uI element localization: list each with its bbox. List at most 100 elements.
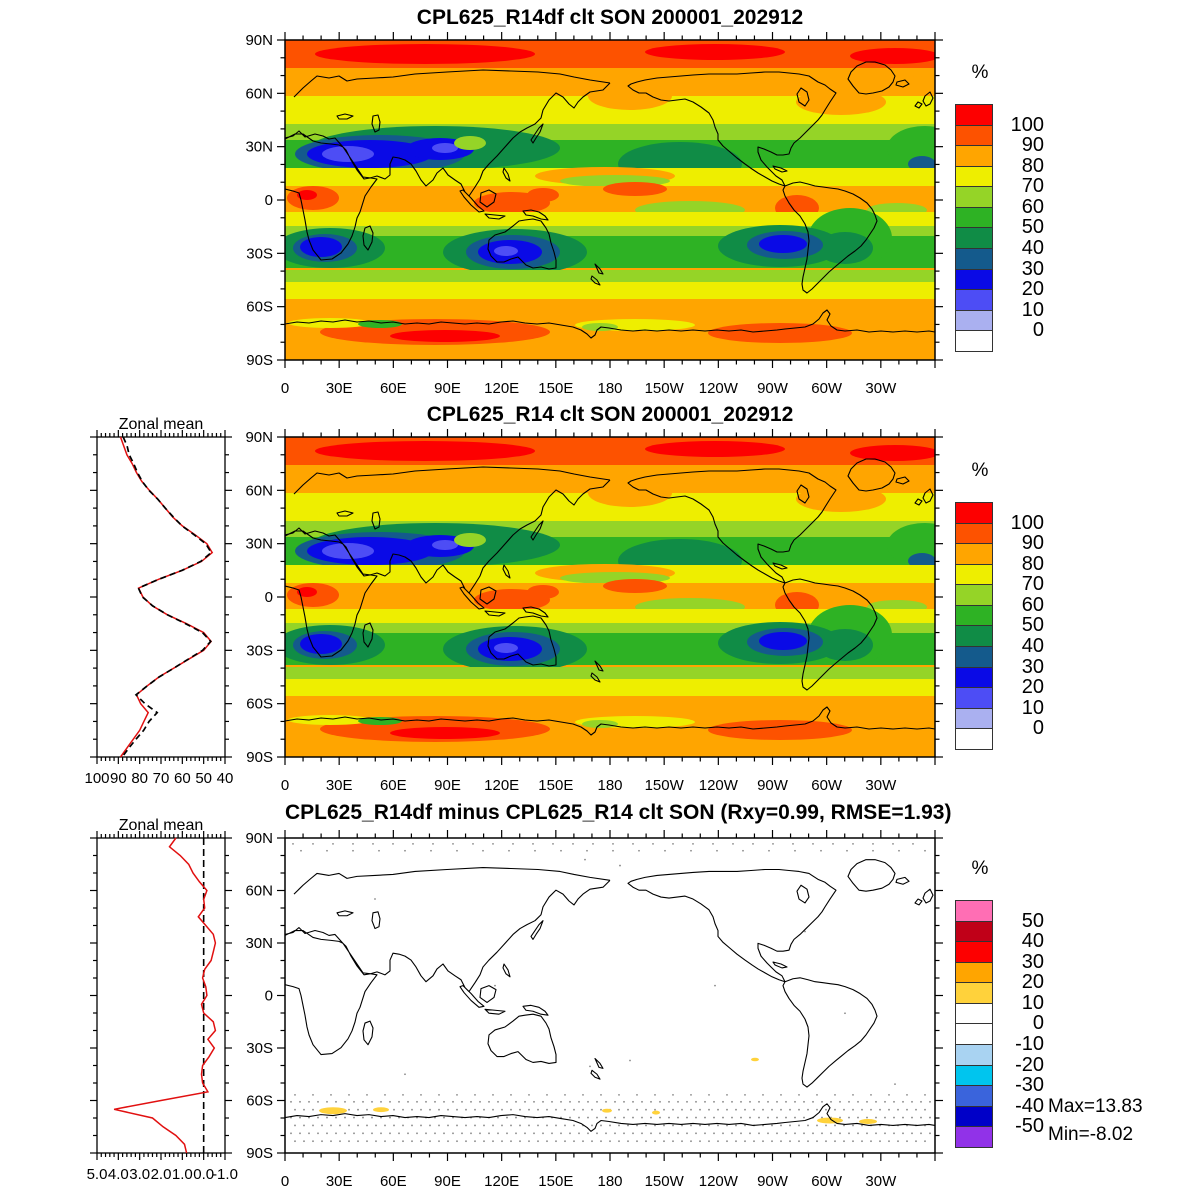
colorbar-box — [955, 1023, 993, 1046]
colorbar-tick-label: 60 — [1021, 195, 1044, 218]
colorbar-tick-label: 40 — [1021, 635, 1044, 658]
colorbar-tick-label: 30 — [1021, 257, 1044, 280]
zonal-x-tick-label: 50 — [195, 770, 212, 787]
colorbar-unit-label: % — [971, 62, 989, 83]
zonal-axes: Zonal mean 100 90 80 70 60 50 40 — [84, 416, 233, 787]
lat-tick-label: 60S — [246, 299, 273, 316]
lon-tick-label: 60E — [380, 777, 407, 794]
colorbar-box — [955, 604, 993, 627]
lat-tick-label: 30S — [246, 1040, 273, 1057]
zonal-x-tick-label: 80 — [131, 770, 148, 787]
colorbar-tick-label: 50 — [1021, 909, 1044, 932]
colorbar-tick-label: 80 — [1021, 154, 1044, 177]
colorbar-box — [955, 1044, 993, 1066]
colorbar-box — [955, 330, 993, 352]
colorbar-tick-label: 20 — [1021, 971, 1044, 994]
lat-tick-label: 90N — [245, 429, 273, 446]
colorbar-tick-label: 90 — [1021, 134, 1044, 157]
lon-tick-label: 60W — [811, 777, 843, 794]
colorbar-box — [955, 900, 993, 922]
zonal-mean-title: Zonal mean — [119, 416, 204, 433]
colorbar-box — [955, 227, 993, 250]
zonal-mean-plot-panel2: Zonal mean 100 90 80 70 60 50 40 — [84, 416, 233, 787]
colorbar-box — [955, 584, 993, 606]
lon-tick-label: 120E — [484, 777, 519, 794]
lon-tick-label: 90E — [434, 777, 461, 794]
panel1-title: CPL625_R14df clt SON 200001_202912 — [416, 6, 804, 29]
zonal-x-tick-label: 3.0 — [129, 1166, 150, 1183]
panel3-title: CPL625_R14df minus CPL625_R14 clt SON (R… — [285, 801, 952, 824]
lon-tick-label: 180 — [597, 777, 622, 794]
lat-tick-label: 90N — [245, 830, 273, 847]
zonal-axes: Zonal mean 5.0 4.0 3.0 2.0 1.0 0.0-1.0 — [87, 817, 238, 1183]
lon-tick-label: 120W — [699, 1173, 739, 1190]
colorbar-tick-label: 60 — [1021, 593, 1044, 616]
zonal-curve-cpl625-r14df — [119, 436, 214, 758]
colorbar-box — [955, 1105, 993, 1128]
zonal-x-tick-label: 60 — [174, 770, 191, 787]
coastlines — [285, 859, 935, 1132]
lon-tick-label: 150E — [538, 777, 573, 794]
lon-tick-label: 60E — [380, 380, 407, 397]
colorbar-tick-label: 70 — [1021, 573, 1044, 596]
colorbar-tick-label: 40 — [1021, 930, 1044, 953]
zonal-x-tick-label: 4.0 — [108, 1166, 129, 1183]
colorbar-box — [955, 104, 993, 126]
colorbar-tick-label: 40 — [1021, 237, 1044, 260]
lon-tick-label: 90E — [434, 1173, 461, 1190]
lat-tick-label: 0 — [265, 192, 273, 209]
zonal-x-tick-label: 2.0 — [151, 1166, 172, 1183]
lon-tick-label: 30E — [326, 380, 353, 397]
colorbar-tick-label: 50 — [1021, 216, 1044, 239]
colorbar-tick-label: 0 — [1032, 717, 1044, 740]
zonal-curve-cpl625-r14df-minus-cpl625-r14 — [113, 837, 217, 1154]
colorbar-box — [955, 687, 993, 709]
coastlines — [285, 458, 935, 736]
colorbar-box — [955, 186, 993, 208]
lat-tick-label: 30N — [245, 935, 273, 952]
map2-axes: 0 30E 60E 90E 120E 150E 180 150W 120W 90W 60W 30W 90… — [245, 429, 943, 794]
zonal-curve-cpl625-r14 — [121, 436, 213, 758]
colorbar-box — [955, 728, 993, 750]
colorbar-tick-label: -20 — [1015, 1053, 1044, 1076]
clt-contour-field-1 — [285, 40, 935, 360]
colorbar-box — [955, 646, 993, 668]
lat-tick-label: 60S — [246, 1093, 273, 1110]
colorbar-tick-label: 0 — [1032, 319, 1044, 342]
colorbar-box — [955, 941, 993, 963]
stat-max: Max=13.83 — [1048, 1096, 1143, 1117]
lon-tick-label: 150W — [645, 380, 685, 397]
colorbar-box — [955, 1064, 993, 1087]
colorbar-unit-label: % — [971, 460, 989, 481]
clt-difference-field — [285, 838, 935, 1153]
colorbar-box — [955, 289, 993, 311]
colorbar-box — [955, 145, 993, 167]
lon-tick-label: 0 — [281, 1173, 289, 1190]
panel2-title: CPL625_R14 clt SON 200001_202912 — [426, 403, 794, 426]
lat-tick-label: 30S — [246, 642, 273, 659]
zonal-x-tick-label: 40 — [217, 770, 234, 787]
zonal-x-tick-label: -1.0 — [212, 1166, 238, 1183]
lat-tick-label: 90S — [246, 749, 273, 766]
zonal-x-tick-label: 0.0 — [193, 1166, 214, 1183]
lon-tick-label: 60W — [811, 380, 843, 397]
lon-tick-label: 90W — [757, 1173, 789, 1190]
zonal-mean-plot-panel3: Zonal mean 5.0 4.0 3.0 2.0 1.0 0.0-1.0 — [87, 817, 238, 1183]
colorbar-tick-label: 10 — [1021, 298, 1044, 321]
stat-min: Min=-8.02 — [1048, 1124, 1134, 1145]
lat-tick-label: 90S — [246, 352, 273, 369]
colorbar-tick-label: 50 — [1021, 614, 1044, 637]
colorbar-box — [955, 124, 993, 147]
colorbar-box — [955, 982, 993, 1004]
lon-tick-label: 180 — [597, 380, 622, 397]
colorbar-tick-label: -30 — [1015, 1074, 1044, 1097]
lon-tick-label: 120W — [699, 380, 739, 397]
colorbar-box — [955, 625, 993, 648]
zonal-x-tick-label: 100 — [84, 770, 109, 787]
colorbar-tick-label: 70 — [1021, 175, 1044, 198]
lon-tick-label: 0 — [281, 380, 289, 397]
coastlines — [285, 61, 935, 339]
lat-tick-label: 30S — [246, 245, 273, 262]
colorbar-tick-label: -10 — [1015, 1033, 1044, 1056]
